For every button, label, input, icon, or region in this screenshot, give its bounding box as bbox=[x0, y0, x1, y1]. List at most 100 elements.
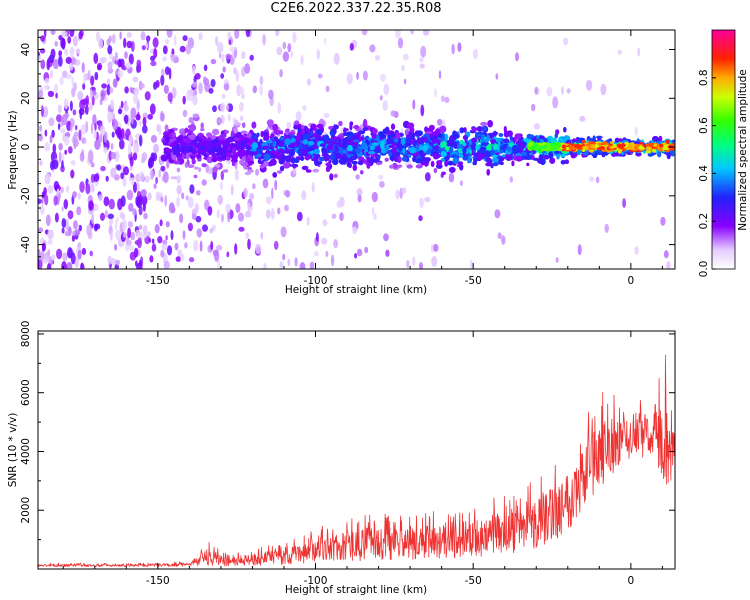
noise-blob bbox=[88, 102, 92, 111]
noise-blob bbox=[155, 191, 160, 202]
band-blob bbox=[222, 169, 227, 173]
noise-blob bbox=[371, 207, 375, 215]
noise-blob bbox=[103, 196, 110, 207]
x-tick-label: -150 bbox=[146, 575, 170, 587]
band-blob bbox=[290, 137, 296, 143]
noise-blob bbox=[406, 259, 410, 268]
spectrogram-x-axis-label: Height of straight line (km) bbox=[285, 284, 427, 296]
noise-blob bbox=[115, 229, 121, 240]
noise-blob bbox=[252, 85, 257, 94]
band-blob bbox=[471, 137, 478, 144]
noise-blob bbox=[192, 94, 198, 106]
band-blob bbox=[462, 135, 469, 140]
noise-blob bbox=[210, 58, 217, 65]
noise-blob bbox=[38, 134, 43, 142]
band-blob bbox=[375, 146, 382, 154]
band-blob bbox=[485, 157, 492, 163]
noise-blob bbox=[323, 37, 327, 45]
line-blob bbox=[610, 141, 615, 145]
noise-blob bbox=[50, 30, 56, 35]
band-blob bbox=[203, 152, 207, 158]
noise-blob bbox=[116, 216, 119, 223]
colorbar-tick-label: 0.6 bbox=[698, 117, 710, 134]
band-blob bbox=[418, 144, 424, 150]
noise-blob bbox=[196, 228, 203, 238]
noise-blob bbox=[595, 176, 600, 184]
noise-blob bbox=[210, 240, 214, 251]
noise-blob bbox=[38, 198, 42, 204]
noise-blob bbox=[634, 126, 638, 136]
noise-blob bbox=[77, 249, 82, 260]
noise-blob bbox=[107, 67, 114, 74]
noise-blob bbox=[122, 232, 127, 238]
band-blob bbox=[199, 135, 206, 140]
band-blob bbox=[207, 142, 214, 149]
band-blob bbox=[405, 142, 412, 147]
band-blob bbox=[312, 132, 318, 138]
noise-blob bbox=[64, 230, 71, 237]
noise-blob bbox=[91, 96, 95, 106]
noise-blob bbox=[66, 261, 73, 269]
band-blob bbox=[476, 126, 483, 132]
noise-blob bbox=[163, 260, 170, 269]
noise-blob bbox=[77, 90, 84, 101]
band-blob bbox=[263, 153, 271, 161]
noise-blob bbox=[179, 213, 184, 224]
noise-blob bbox=[147, 192, 152, 201]
noise-blob bbox=[100, 89, 106, 101]
noise-blob bbox=[47, 184, 54, 194]
band-blob bbox=[284, 155, 292, 162]
band-blob bbox=[492, 161, 499, 167]
noise-blob bbox=[149, 103, 156, 115]
noise-blob bbox=[220, 73, 225, 79]
spectrogram-y-axis-label: Frequency (Hz) bbox=[7, 110, 19, 189]
colorbar: 0.0 0.2 0.4 0.6 0.8 Normalized spectral ampl… bbox=[698, 29, 749, 277]
noise-blob bbox=[228, 113, 231, 122]
band-blob bbox=[353, 125, 360, 130]
noise-blob bbox=[50, 254, 56, 261]
band-blob bbox=[538, 154, 544, 160]
band-blob bbox=[393, 132, 401, 140]
noise-blob bbox=[64, 48, 69, 56]
line-blob bbox=[536, 148, 541, 153]
band-blob bbox=[422, 144, 428, 152]
band-blob bbox=[214, 141, 219, 149]
noise-blob bbox=[234, 243, 238, 255]
band-blob bbox=[371, 142, 380, 146]
noise-blob bbox=[390, 110, 396, 117]
band-blob bbox=[191, 158, 196, 165]
noise-blob bbox=[53, 195, 58, 206]
noise-blob bbox=[90, 75, 95, 86]
band-blob bbox=[635, 152, 642, 157]
band-blob bbox=[448, 166, 456, 173]
noise-blob bbox=[110, 142, 114, 151]
noise-blob bbox=[67, 247, 73, 259]
band-blob bbox=[300, 155, 304, 162]
band-blob bbox=[467, 158, 471, 164]
noise-blob bbox=[82, 83, 86, 90]
noise-blob bbox=[472, 48, 478, 60]
noise-blob bbox=[217, 41, 224, 54]
band-blob bbox=[297, 127, 301, 134]
noise-blob bbox=[40, 204, 45, 215]
band-blob bbox=[560, 153, 566, 158]
noise-blob bbox=[212, 249, 219, 257]
noise-blob bbox=[401, 187, 407, 194]
colorbar-tick-label: 0.4 bbox=[698, 165, 710, 182]
band-blob bbox=[184, 162, 188, 168]
noise-blob bbox=[84, 104, 89, 115]
noise-blob bbox=[295, 111, 302, 122]
band-blob bbox=[431, 138, 437, 142]
noise-blob bbox=[266, 209, 271, 219]
band-blob bbox=[239, 160, 244, 165]
noise-blob bbox=[300, 54, 304, 66]
noise-blob bbox=[116, 126, 122, 139]
band-blob bbox=[358, 156, 365, 162]
band-blob bbox=[386, 139, 391, 145]
band-blob bbox=[328, 159, 332, 164]
band-blob bbox=[511, 144, 519, 152]
band-blob bbox=[423, 157, 428, 165]
band-blob bbox=[472, 156, 477, 160]
band-blob bbox=[304, 127, 310, 131]
band-blob bbox=[355, 147, 361, 154]
